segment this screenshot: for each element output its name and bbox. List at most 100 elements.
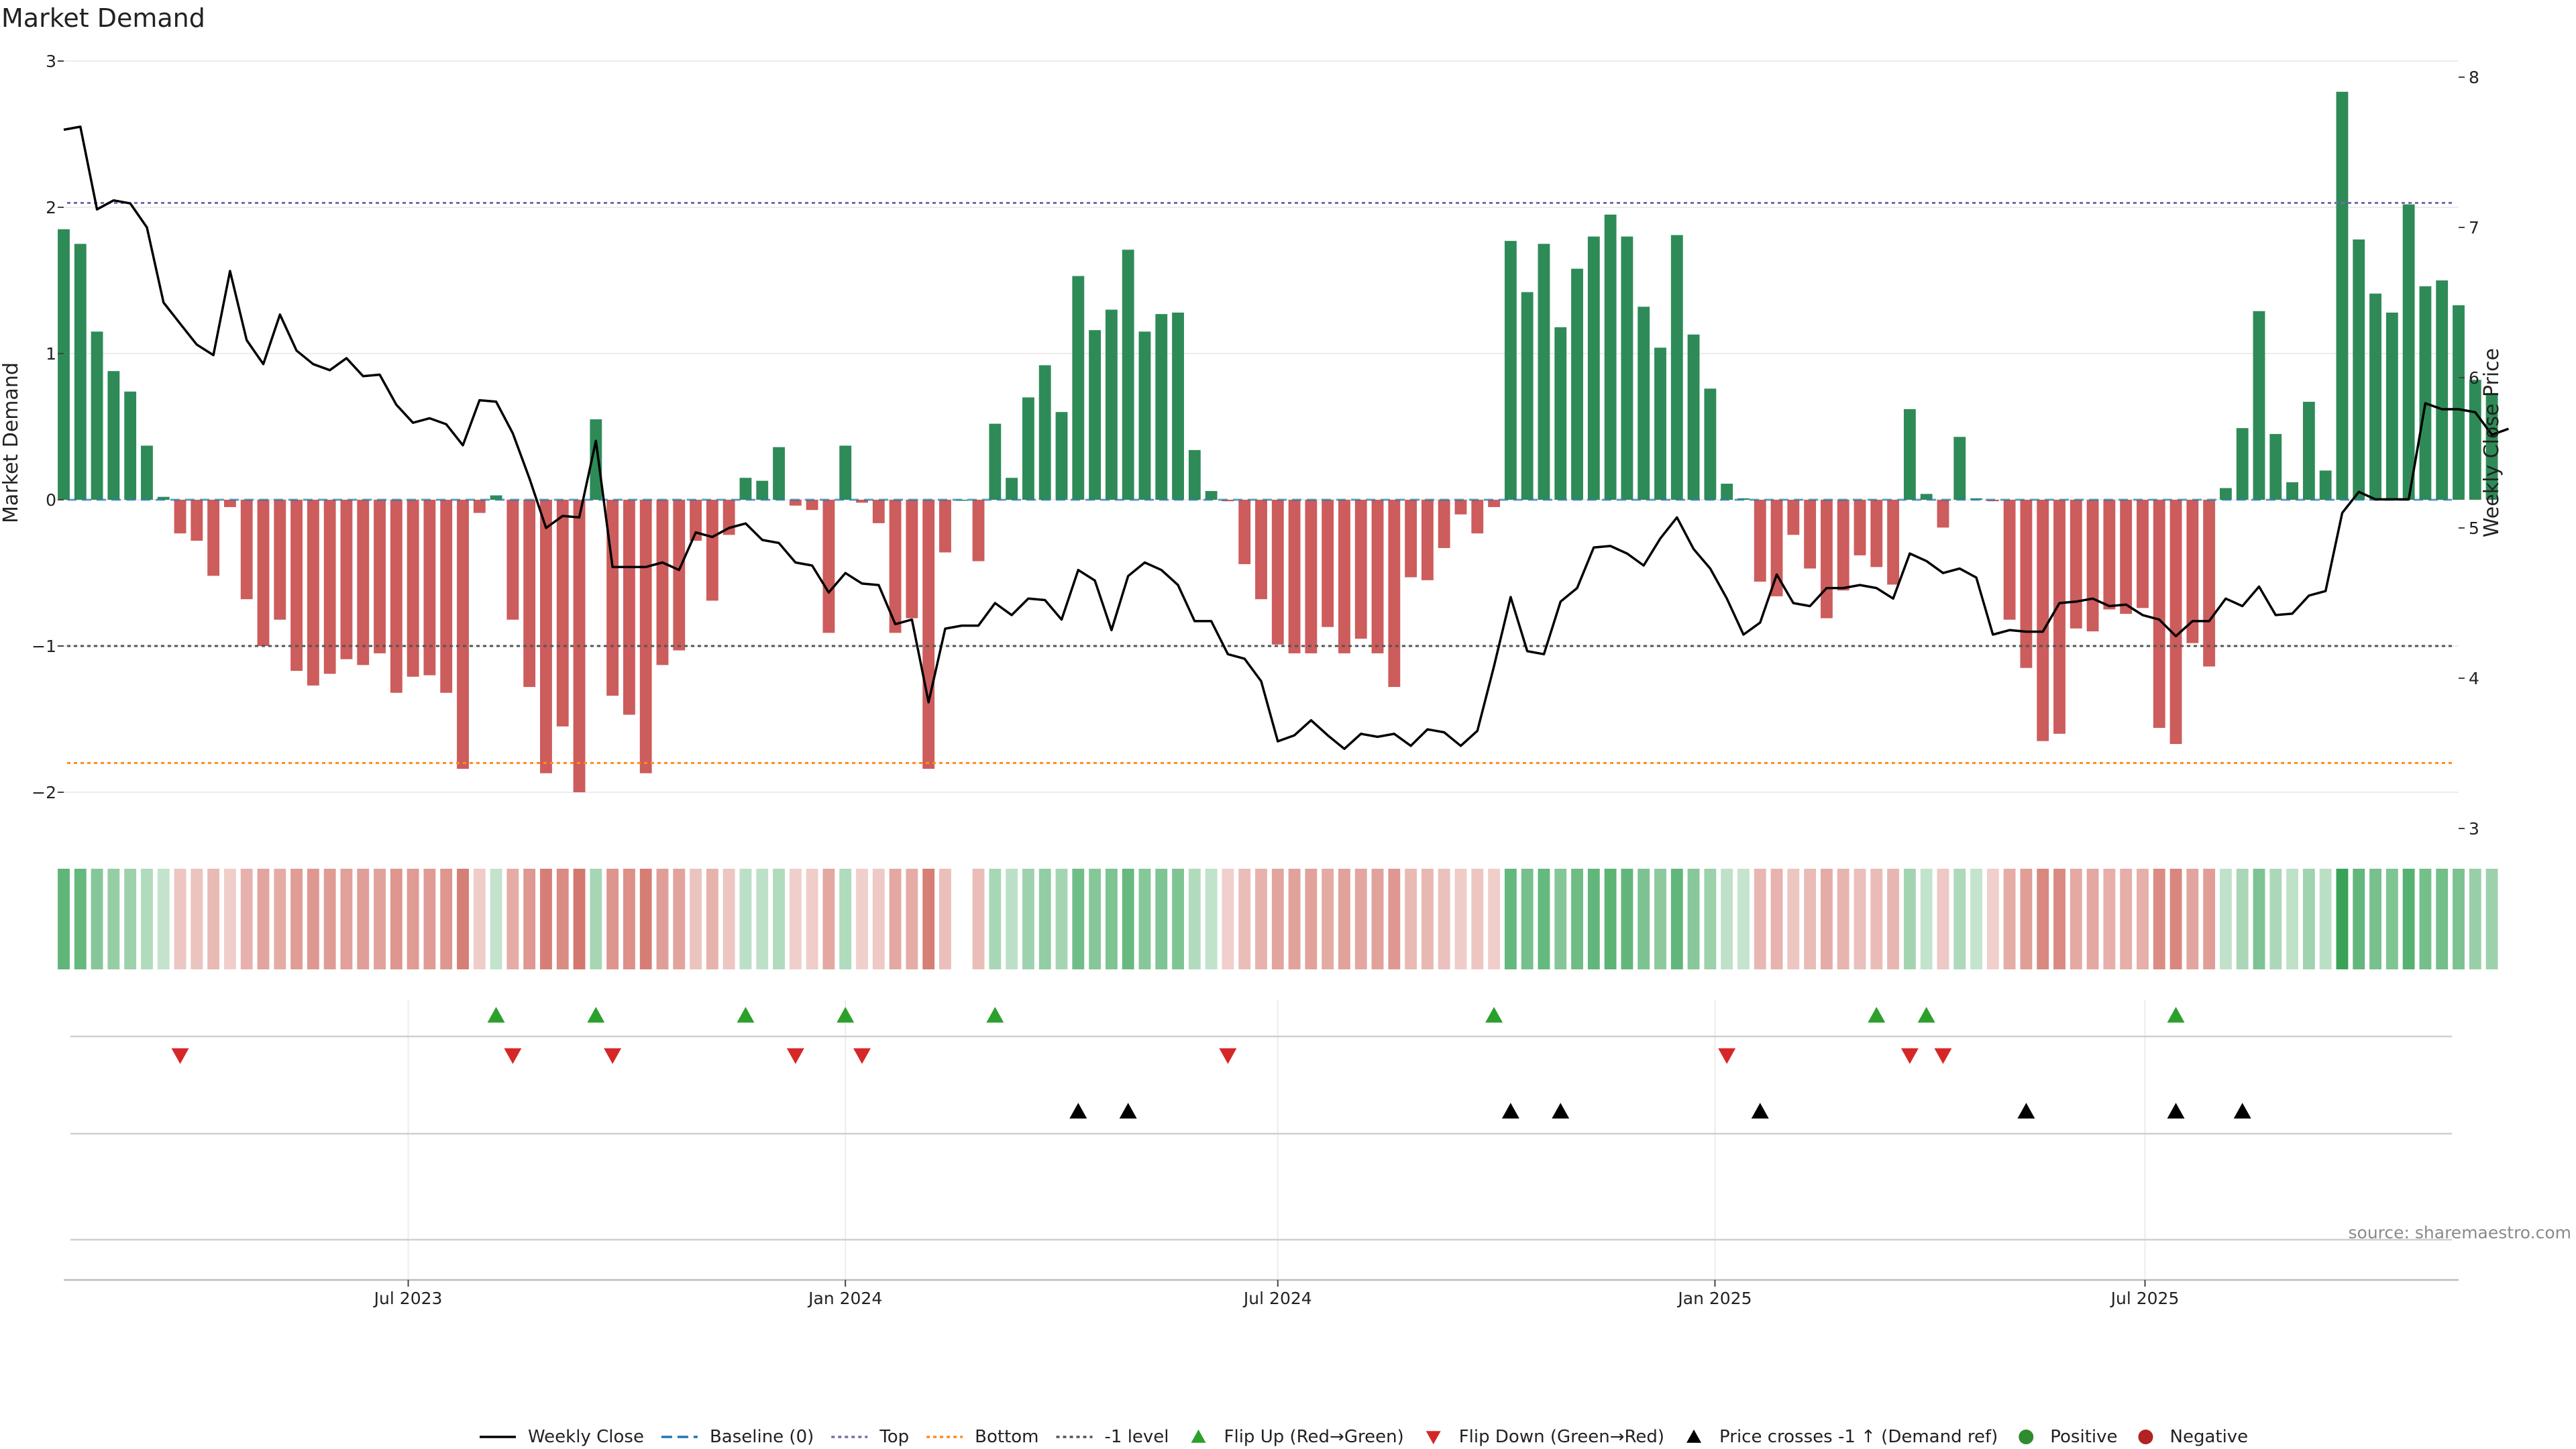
heat-cell-negative [423, 869, 436, 969]
heat-cell-positive [1538, 869, 1550, 969]
demand-bar-negative [2153, 500, 2165, 729]
demand-bar-negative [191, 500, 203, 541]
demand-bar-positive [2302, 401, 2315, 500]
heat-cell-negative [1322, 869, 1334, 969]
heat-cell-positive [2253, 869, 2265, 969]
demand-bar-positive [2286, 482, 2299, 500]
heat-cell-positive [2336, 869, 2349, 969]
demand-bar-negative [174, 500, 186, 534]
heat-cell-negative [1271, 869, 1284, 969]
demand-bar-positive [1138, 331, 1151, 500]
flip-down-marker [1219, 1048, 1237, 1064]
demand-bar-negative [323, 500, 336, 674]
legend-label: Flip Up (Red→Green) [1224, 1427, 1404, 1447]
demand-bar-negative [1820, 500, 1833, 619]
heat-cell-negative [1887, 869, 1900, 969]
demand-bar-positive [1704, 388, 1717, 500]
demand-bar-negative [1887, 500, 1900, 585]
y2-tick-label: 4 [2469, 669, 2479, 688]
heat-cell-negative [573, 869, 586, 969]
heat-cell-positive [1038, 869, 1051, 969]
demand-bar-negative [274, 500, 286, 620]
grid-layer [64, 60, 2459, 1281]
demand-bar-negative [1837, 500, 1849, 591]
demand-bar-positive [2436, 280, 2449, 500]
demand-bar-positive [1089, 330, 1102, 500]
legend-label: Bottom [975, 1427, 1038, 1447]
demand-bar-positive [2353, 239, 2365, 500]
heat-cell-positive [157, 869, 170, 969]
demand-bar-positive [1554, 327, 1567, 500]
y2-tick-label: 3 [2469, 819, 2479, 839]
heat-strip [58, 869, 2498, 969]
heat-cell-positive [2302, 869, 2315, 969]
demand-bar-negative [856, 500, 868, 503]
demand-bar-negative [1271, 500, 1284, 645]
demand-bar-positive [2269, 433, 2282, 500]
heat-cell-positive [1587, 869, 1600, 969]
heat-cell-negative [374, 869, 386, 969]
heat-cell-negative [274, 869, 286, 969]
heat-cell-negative [2053, 869, 2065, 969]
demand-bar-negative [390, 500, 402, 693]
heat-cell-negative [1870, 869, 1883, 969]
price-cross-marker [1501, 1103, 1519, 1119]
demand-bar-negative [1804, 500, 1817, 569]
level-lines [67, 201, 2452, 764]
demand-bar-negative [2053, 500, 2065, 734]
heat-cell-negative [207, 869, 220, 969]
heat-cell-negative [972, 869, 985, 969]
demand-bar-positive [1105, 309, 1118, 500]
demand-bar-negative [1787, 500, 1800, 535]
flip-up-marker [1917, 1007, 1935, 1023]
demand-bar-negative [506, 500, 519, 620]
demand-bar-positive [1504, 241, 1517, 500]
heat-cell-positive [1571, 869, 1583, 969]
heat-cell-positive [1138, 869, 1151, 969]
heat-cell-positive [1953, 869, 1966, 969]
flip-down-marker [504, 1048, 522, 1064]
flip-up-marker [1485, 1007, 1503, 1023]
heat-cell-negative [1787, 869, 1800, 969]
demand-bar-negative [1937, 500, 1949, 528]
heat-cell-negative [856, 869, 868, 969]
demand-bar-negative [2103, 500, 2116, 610]
heat-cell-negative [1405, 869, 1417, 969]
demand-bar-positive [1155, 314, 1168, 500]
demand-bar-positive [989, 423, 1002, 500]
heat-cell-positive [1155, 869, 1168, 969]
demand-bar-negative [806, 500, 818, 511]
demand-bar-negative [1255, 500, 1267, 600]
demand-bar-negative [822, 500, 835, 633]
heat-cell-positive [1521, 869, 1534, 969]
heat-cell-negative [2169, 869, 2182, 969]
demand-bar-negative [207, 500, 220, 576]
y-tick-label: 0 [46, 490, 56, 510]
price-cross-marker [2233, 1103, 2251, 1119]
demand-bar-positive [2402, 204, 2415, 500]
demand-bar-negative [2203, 500, 2216, 667]
heat-cell-negative [706, 869, 718, 969]
heat-cell-positive [2369, 869, 2381, 969]
demand-bar-positive [2336, 91, 2349, 500]
y2-axis-label: Weekly Close Price [2480, 348, 2504, 537]
heat-cell-positive [74, 869, 87, 969]
demand-bar-positive [124, 391, 137, 500]
heat-cell-positive [1089, 869, 1102, 969]
demand-bar-positive [1055, 412, 1068, 500]
legend-label: Price crosses -1 ↑ (Demand ref) [1719, 1427, 1998, 1447]
demand-bar-positive [2485, 392, 2498, 500]
demand-bar-negative [407, 500, 419, 677]
flip-down-marker [604, 1048, 622, 1064]
demand-bar-negative [1488, 500, 1501, 507]
flip-up-marker [2167, 1007, 2185, 1023]
heat-cell-negative [1754, 869, 1766, 969]
demand-bar-positive [839, 445, 852, 500]
heat-cell-positive [773, 869, 785, 969]
x-tick-label: Jul 2025 [2110, 1289, 2180, 1308]
axes: 3 2 1 0 −1 −2 8 7 6 5 4 3 Jul 2023 Jan 2024 Jul 2024 Ja… [32, 52, 2479, 1308]
heat-cell-positive [989, 869, 1002, 969]
demand-bar-negative [2086, 500, 2099, 632]
heat-cell-negative [722, 869, 735, 969]
demand-bar-negative [1438, 500, 1450, 548]
